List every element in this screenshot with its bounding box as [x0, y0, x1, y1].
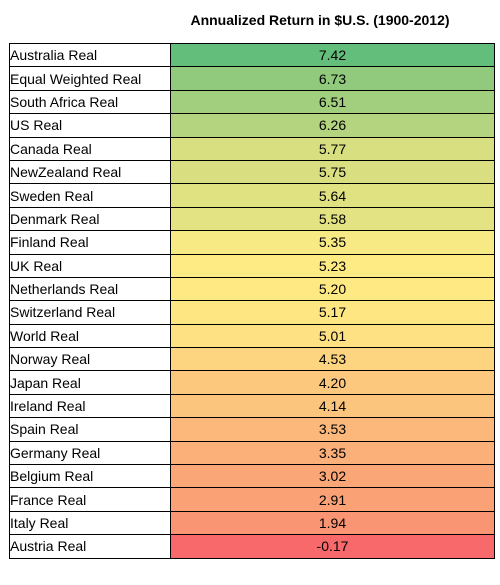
row-value: 3.53: [170, 417, 495, 442]
row-label: Canada Real: [9, 136, 171, 161]
row-label: NewZealand Real: [9, 159, 171, 185]
row-label: Japan Real: [9, 370, 171, 395]
table-row: Sweden Real 5.64: [9, 183, 495, 208]
row-label: France Real: [9, 487, 171, 512]
row-label: Sweden Real: [9, 183, 171, 208]
row-value: 3.02: [170, 464, 495, 489]
row-value: 5.23: [170, 253, 495, 278]
row-label: Germany Real: [9, 440, 171, 466]
row-value: 4.14: [170, 393, 495, 419]
row-label: World Real: [9, 323, 171, 349]
row-label: US Real: [9, 113, 171, 138]
row-value: 7.42: [170, 42, 495, 68]
row-label: Denmark Real: [9, 206, 171, 232]
row-value: 5.20: [170, 276, 495, 302]
returns-table: Australia Real 7.42 Equal Weighted Real 6.…: [9, 42, 495, 559]
table-title: Annualized Return in $U.S. (1900-2012): [190, 12, 450, 28]
row-label: Finland Real: [9, 230, 171, 255]
table-row: Finland Real 5.35: [9, 230, 495, 255]
row-value: 5.77: [170, 136, 495, 161]
row-value: 6.73: [170, 66, 495, 91]
row-value: 4.53: [170, 347, 495, 372]
row-value: 5.01: [170, 323, 495, 349]
table-row: Italy Real 1.94: [9, 510, 495, 536]
row-value: 5.75: [170, 159, 495, 185]
table-row: Spain Real 3.53: [9, 417, 495, 442]
row-label: South Africa Real: [9, 89, 171, 115]
row-value: 5.17: [170, 300, 495, 325]
table-row: South Africa Real 6.51: [9, 89, 495, 115]
row-value: 2.91: [170, 487, 495, 512]
row-label: Switzerland Real: [9, 300, 171, 325]
row-label: UK Real: [9, 253, 171, 278]
table-row: Norway Real 4.53: [9, 347, 495, 372]
row-value: 4.20: [170, 370, 495, 395]
row-value: 6.26: [170, 113, 495, 138]
table-row: Austria Real -0.17: [9, 534, 495, 559]
table-row: UK Real 5.23: [9, 253, 495, 278]
row-label: Netherlands Real: [9, 276, 171, 302]
table-row: Netherlands Real 5.20: [9, 276, 495, 302]
row-label: Equal Weighted Real: [9, 66, 171, 91]
table-row: Japan Real 4.20: [9, 370, 495, 395]
row-value: -0.17: [170, 534, 495, 559]
row-value: 5.64: [170, 183, 495, 208]
table-row: Equal Weighted Real 6.73: [9, 66, 495, 91]
table-row: US Real 6.26: [9, 113, 495, 138]
table-row: Switzerland Real 5.17: [9, 300, 495, 325]
row-label: Italy Real: [9, 510, 171, 536]
table-row: Denmark Real 5.58: [9, 206, 495, 232]
row-value: 5.58: [170, 206, 495, 232]
table-row: Germany Real 3.35: [9, 440, 495, 466]
table-row: France Real 2.91: [9, 487, 495, 512]
row-label: Norway Real: [9, 347, 171, 372]
table-row: Belgium Real 3.02: [9, 464, 495, 489]
returns-table-body: Australia Real 7.42 Equal Weighted Real 6.…: [9, 42, 495, 559]
table-row: World Real 5.01: [9, 323, 495, 349]
row-label: Belgium Real: [9, 464, 171, 489]
row-label: Spain Real: [9, 417, 171, 442]
table-row: Canada Real 5.77: [9, 136, 495, 161]
row-label: Ireland Real: [9, 393, 171, 419]
table-row: NewZealand Real 5.75: [9, 159, 495, 185]
row-value: 6.51: [170, 89, 495, 115]
row-value: 1.94: [170, 510, 495, 536]
row-label: Australia Real: [9, 42, 171, 68]
row-value: 5.35: [170, 230, 495, 255]
table-row: Ireland Real 4.14: [9, 393, 495, 419]
row-value: 3.35: [170, 440, 495, 466]
table-row: Australia Real 7.42: [9, 42, 495, 68]
row-label: Austria Real: [9, 534, 171, 559]
